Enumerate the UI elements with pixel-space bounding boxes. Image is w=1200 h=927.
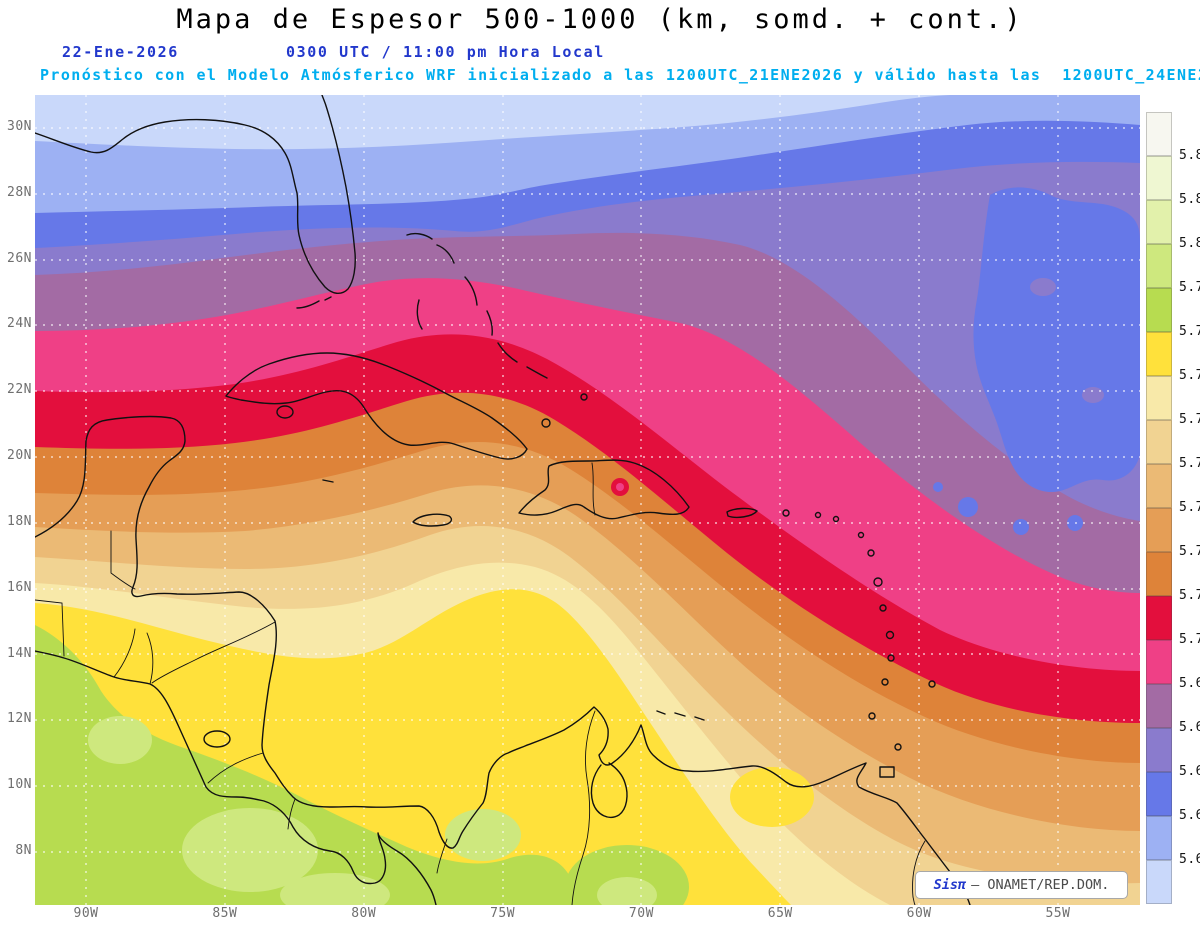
colorbar-segment <box>1146 420 1172 464</box>
colorbar-segment <box>1146 156 1172 200</box>
lat-tick-label: 14N <box>7 645 32 661</box>
colorbar-tick-label: 5.807 <box>1179 236 1200 251</box>
colorbar-segment <box>1146 728 1172 772</box>
colorbar-tick-label: 5.831 <box>1179 148 1200 163</box>
lon-tick-label: 70W <box>628 906 654 921</box>
colorbar-tick-label: 5.7 <box>1179 632 1200 647</box>
coastlines <box>35 95 971 905</box>
colorbar-tick-label: 5.676 <box>1179 720 1200 735</box>
colorbar-tick-label: 5.783 <box>1179 324 1200 339</box>
forecast-line: Pronóstico con el Modelo Atmósferico WRF… <box>40 66 1200 84</box>
map-plot: Sisπ – ONAMET/REP.DOM. <box>35 95 1140 905</box>
lat-tick-label: 28N <box>7 184 32 200</box>
lon-tick-label: 90W <box>73 906 99 921</box>
valid-date: 22-Ene-2026 <box>62 43 179 61</box>
colorbar-tick-label: 5.76 <box>1179 412 1200 427</box>
colorbar-segment <box>1146 552 1172 596</box>
colorbar-tick-label: 5.748 <box>1179 456 1200 471</box>
colorbar <box>1146 112 1172 904</box>
colorbar-segment <box>1146 288 1172 332</box>
colorbar-tick-label: 5.664 <box>1179 764 1200 779</box>
colorbar-tick-label: 5.652 <box>1179 808 1200 823</box>
attribution-text: – ONAMET/REP.DOM. <box>971 877 1110 893</box>
lon-tick-label: 85W <box>212 906 238 921</box>
colorbar-tick-label: 5.772 <box>1179 368 1200 383</box>
colorbar-segment <box>1146 596 1172 640</box>
colorbar-tick-label: 5.712 <box>1179 588 1200 603</box>
lat-tick-label: 8N <box>15 843 32 859</box>
colorbar-segment <box>1146 508 1172 552</box>
valid-time: 0300 UTC / 11:00 pm Hora Local <box>286 43 605 61</box>
contour-field <box>35 95 1140 905</box>
colorbar-segment <box>1146 860 1172 904</box>
colorbar-segment <box>1146 376 1172 420</box>
lat-tick-label: 22N <box>7 382 32 398</box>
colorbar-tick-label: 5.736 <box>1179 500 1200 515</box>
colorbar-segment <box>1146 332 1172 376</box>
lat-tick-label: 18N <box>7 513 32 529</box>
colorbar-tick-label: 5.64 <box>1179 852 1200 867</box>
attribution-box: Sisπ – ONAMET/REP.DOM. <box>915 871 1128 899</box>
colorbar-segment <box>1146 112 1172 156</box>
colorbar-segment <box>1146 816 1172 860</box>
map-canvas <box>35 95 1140 905</box>
lon-tick-label: 55W <box>1045 906 1071 921</box>
lat-tick-label: 20N <box>7 448 32 464</box>
colorbar-tick-label: 5.819 <box>1179 192 1200 207</box>
lon-tick-label: 80W <box>351 906 377 921</box>
lon-tick-label: 75W <box>490 906 516 921</box>
lat-tick-label: 12N <box>7 711 32 727</box>
colorbar-segment <box>1146 244 1172 288</box>
lon-tick-label: 65W <box>767 906 793 921</box>
colorbar-tick-label: 5.688 <box>1179 676 1200 691</box>
country-borders <box>35 530 926 905</box>
lat-tick-label: 26N <box>7 250 32 266</box>
colorbar-segment <box>1146 640 1172 684</box>
lat-tick-label: 10N <box>7 777 32 793</box>
colorbar-segment <box>1146 772 1172 816</box>
lon-tick-label: 60W <box>906 906 932 921</box>
lat-tick-label: 30N <box>7 119 32 134</box>
colorbar-segment <box>1146 684 1172 728</box>
lat-tick-label: 16N <box>7 579 32 595</box>
colorbar-segment <box>1146 464 1172 508</box>
colorbar-segment <box>1146 200 1172 244</box>
colorbar-tick-label: 5.795 <box>1179 280 1200 295</box>
brand-label: Sisπ <box>933 877 967 893</box>
lat-lon-grid <box>35 95 1140 905</box>
colorbar-tick-label: 5.724 <box>1179 544 1200 559</box>
map-title: Mapa de Espesor 500-1000 (km, somd. + co… <box>176 4 1024 35</box>
lat-tick-label: 24N <box>7 316 32 332</box>
